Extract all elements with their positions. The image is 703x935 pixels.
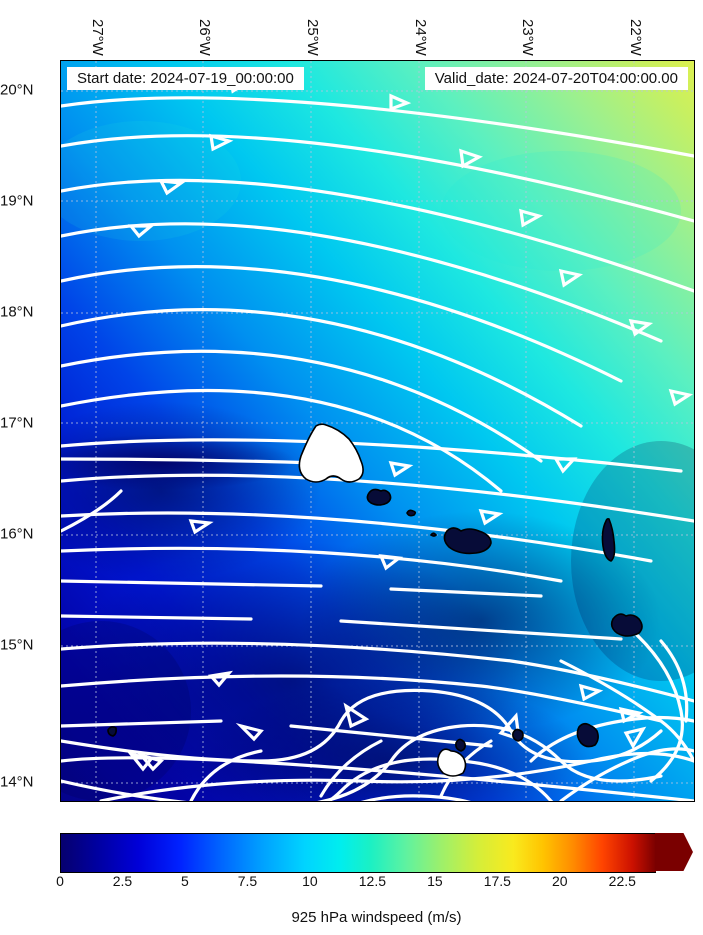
cb-tick-1: 2.5	[113, 873, 132, 889]
x-tick-3: 24°W	[412, 19, 429, 56]
cb-tick-6: 15	[427, 873, 443, 889]
y-tick-6: 14°N	[0, 773, 34, 790]
y-tick-0: 20°N	[0, 81, 34, 98]
x-tick-4: 23°W	[519, 19, 536, 56]
y-tick-2: 18°N	[0, 303, 34, 320]
cb-tick-4: 10	[302, 873, 318, 889]
x-tick-5: 22°W	[627, 19, 644, 56]
colorbar[interactable]	[60, 833, 693, 871]
cb-tick-8: 20	[552, 873, 568, 889]
colorbar-container: 0 2.5 5 7.5 10 12.5 15 17.5 20 22.5 925 …	[60, 833, 693, 926]
x-axis-labels: 27°W 26°W 25°W 24°W 23°W 22°W	[60, 0, 693, 60]
cb-tick-9: 22.5	[609, 873, 636, 889]
cb-tick-5: 12.5	[359, 873, 386, 889]
y-tick-5: 15°N	[0, 636, 34, 653]
y-tick-4: 16°N	[0, 525, 34, 542]
colorbar-title: 925 hPa windspeed (m/s)	[60, 909, 693, 926]
x-tick-1: 26°W	[196, 19, 213, 56]
colorbar-gradient	[60, 833, 656, 873]
cb-tick-3: 7.5	[238, 873, 257, 889]
x-tick-2: 25°W	[304, 19, 321, 56]
windspeed-map[interactable]: Start date: 2024-07-19_00:00:00 Valid_da…	[60, 60, 695, 802]
valid-date-banner: Valid_date: 2024-07-20T04:00:00.00	[425, 67, 688, 90]
y-axis-labels: 20°N 19°N 18°N 17°N 16°N 15°N 14°N	[0, 60, 60, 800]
field-svg	[61, 61, 694, 801]
y-tick-1: 19°N	[0, 192, 34, 209]
y-tick-3: 17°N	[0, 414, 34, 431]
colorbar-ticks: 0 2.5 5 7.5 10 12.5 15 17.5 20 22.5	[60, 873, 655, 895]
start-date-banner: Start date: 2024-07-19_00:00:00	[67, 67, 304, 90]
cb-tick-7: 17.5	[484, 873, 511, 889]
cb-tick-0: 0	[56, 873, 64, 889]
weather-map-app: 27°W 26°W 25°W 24°W 23°W 22°W 20°N 19°N …	[0, 0, 703, 935]
x-tick-0: 27°W	[89, 19, 106, 56]
colorbar-arrow-tip	[655, 833, 693, 871]
cb-tick-2: 5	[181, 873, 189, 889]
